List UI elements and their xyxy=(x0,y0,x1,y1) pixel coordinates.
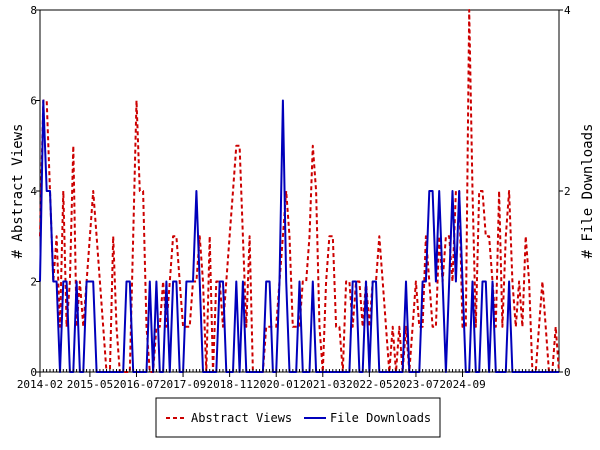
x-tick-label: 2024-09 xyxy=(439,378,485,391)
x-tick-label: 2023-07 xyxy=(393,378,439,391)
y-left-tick-label: 4 xyxy=(30,185,37,198)
x-tick-label: 2022-05 xyxy=(346,378,392,391)
y-axis-title-left: # Abstract Views xyxy=(10,124,26,259)
x-tick-label: 2014-02 xyxy=(17,378,63,391)
y-left-tick-label: 6 xyxy=(30,95,37,108)
series-line-file-downloads xyxy=(39,99,559,373)
legend-label-file-downloads: File Downloads xyxy=(330,411,431,425)
y-right-tick-label: 0 xyxy=(564,366,571,379)
y-left-tick-label: 8 xyxy=(30,4,37,17)
y-right-tick-label: 2 xyxy=(564,185,571,198)
legend-label-abstract-views: Abstract Views xyxy=(191,411,292,425)
x-tick-label: 2021-03 xyxy=(300,378,346,391)
y-axis-title-right: # File Downloads xyxy=(580,124,596,259)
x-tick-label: 2018-11 xyxy=(206,378,252,391)
axis-layer: 2014-02 2015-05 2016-07 2017-09 2018-11 2020-… xyxy=(17,4,571,391)
x-tick-label: 2020-01 xyxy=(253,378,299,391)
x-tick-label: 2015-05 xyxy=(67,378,113,391)
y-right-tick-label: 4 xyxy=(564,4,571,17)
x-tick-label: 2016-07 xyxy=(113,378,159,391)
y-left-tick-label: 0 xyxy=(30,366,37,379)
x-tick-label: 2017-09 xyxy=(160,378,206,391)
legend-box xyxy=(155,397,441,438)
y-left-tick-label: 2 xyxy=(30,276,37,289)
legend: Abstract Views File Downloads xyxy=(155,397,441,438)
